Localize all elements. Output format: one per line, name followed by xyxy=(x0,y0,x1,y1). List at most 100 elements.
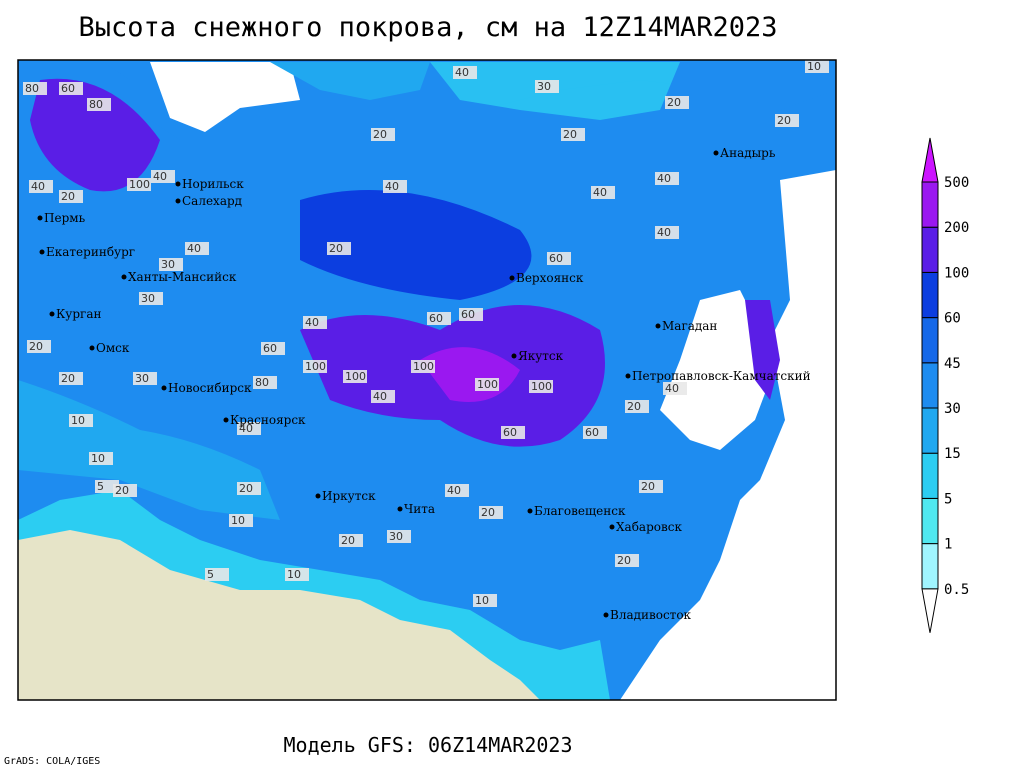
contour-label: 80 xyxy=(87,98,111,111)
colorbar-label: 45 xyxy=(944,356,961,372)
contour-label-box xyxy=(475,378,499,391)
snow-60 xyxy=(300,190,532,300)
contour-label: 100 xyxy=(303,360,327,373)
contour-label-box xyxy=(371,128,395,141)
contour-label-text: 10 xyxy=(287,568,301,581)
contour-label: 20 xyxy=(371,128,395,141)
deep-snow xyxy=(30,78,160,192)
contour-label: 20 xyxy=(561,128,585,141)
contour-label: 40 xyxy=(591,186,615,199)
contour-label-box xyxy=(339,534,363,547)
city-dot xyxy=(175,198,181,204)
contour-label-box xyxy=(453,66,477,79)
city-dot xyxy=(49,311,55,317)
contour-label-box xyxy=(237,422,261,435)
contour-label-text: 5 xyxy=(97,480,104,493)
contour-label-text: 20 xyxy=(617,554,631,567)
city-dot xyxy=(121,274,127,280)
colorbar-swatch xyxy=(921,317,939,364)
contour-label-text: 20 xyxy=(29,340,43,353)
contour-label: 40 xyxy=(151,170,175,183)
city-label: Екатеринбург xyxy=(46,245,135,259)
contour-label-text: 40 xyxy=(657,226,671,239)
contour-label-text: 10 xyxy=(71,414,85,427)
colorbar-cap xyxy=(921,137,939,183)
contour-label-text: 80 xyxy=(25,82,39,95)
contour-label-box xyxy=(655,172,679,185)
city-dot xyxy=(713,150,719,156)
contour-label-text: 60 xyxy=(429,312,443,325)
contour-label-box xyxy=(23,82,47,95)
contour-label: 20 xyxy=(59,190,83,203)
contour-label-text: 80 xyxy=(89,98,103,111)
city-label: Новосибирск xyxy=(168,381,252,395)
contour-label: 30 xyxy=(139,292,163,305)
city-dot xyxy=(175,181,181,187)
contour-label-text: 40 xyxy=(373,390,387,403)
contour-label-text: 30 xyxy=(135,372,149,385)
contour-label: 30 xyxy=(133,372,157,385)
contour-label-box xyxy=(387,530,411,543)
contour-label: 40 xyxy=(185,242,209,255)
contour-label: 40 xyxy=(655,226,679,239)
city-dot xyxy=(397,506,403,512)
city-label: Иркутск xyxy=(322,489,376,503)
contour-label-box xyxy=(411,360,435,373)
contour-label-box xyxy=(591,186,615,199)
contour-label: 5 xyxy=(205,568,229,581)
contour-label: 60 xyxy=(59,82,83,95)
contour-label-text: 40 xyxy=(447,484,461,497)
contour-label-box xyxy=(501,426,525,439)
contour-label-box xyxy=(343,370,367,383)
city-label: Благовещенск xyxy=(534,504,626,518)
contour-label: 40 xyxy=(29,180,53,193)
contour-label: 40 xyxy=(453,66,477,79)
contour-label-box xyxy=(185,242,209,255)
city-label: Якутск xyxy=(518,349,564,363)
contour-label-text: 100 xyxy=(477,378,498,391)
contour-label-text: 40 xyxy=(657,172,671,185)
contour-label-box xyxy=(303,360,327,373)
contour-label-text: 60 xyxy=(585,426,599,439)
city-dot xyxy=(509,275,515,281)
contour-label-box xyxy=(139,292,163,305)
contour-label-box xyxy=(229,514,253,527)
contour-label-text: 100 xyxy=(531,380,552,393)
contour-label-text: 60 xyxy=(461,308,475,321)
contour-label-text: 20 xyxy=(627,400,641,413)
contour-label-text: 60 xyxy=(61,82,75,95)
contour-label-box xyxy=(87,98,111,111)
contour-label-text: 5 xyxy=(207,568,214,581)
contour-label: 60 xyxy=(501,426,525,439)
colorbar-label: 200 xyxy=(944,220,969,236)
contour-label-text: 60 xyxy=(549,252,563,265)
contour-label: 20 xyxy=(775,114,799,127)
contour-label: 40 xyxy=(371,390,395,403)
sea xyxy=(150,62,300,132)
contour-label-text: 40 xyxy=(665,382,679,395)
colorbar-label: 500 xyxy=(944,175,969,191)
contour-label-text: 30 xyxy=(389,530,403,543)
credit: GrADS: COLA/IGES xyxy=(4,756,100,767)
contour-label-box xyxy=(133,372,157,385)
contour-label-box xyxy=(535,80,559,93)
contour-label: 30 xyxy=(387,530,411,543)
contour-label-box xyxy=(547,252,571,265)
contour-label-box xyxy=(459,308,483,321)
okhotsk-sea xyxy=(660,290,770,450)
city-dot xyxy=(161,385,167,391)
colorbar-swatch xyxy=(921,543,939,590)
colorbar-swatch xyxy=(921,271,939,319)
contour-label-box xyxy=(285,568,309,581)
contour-label-text: 20 xyxy=(667,96,681,109)
contour-label-box xyxy=(327,242,351,255)
contour-label: 30 xyxy=(535,80,559,93)
contour-label: 100 xyxy=(411,360,435,373)
contour-label-box xyxy=(253,376,277,389)
contour-label-text: 10 xyxy=(91,452,105,465)
contour-label-box xyxy=(805,60,829,73)
pacific xyxy=(620,170,836,700)
contour-label: 80 xyxy=(23,82,47,95)
